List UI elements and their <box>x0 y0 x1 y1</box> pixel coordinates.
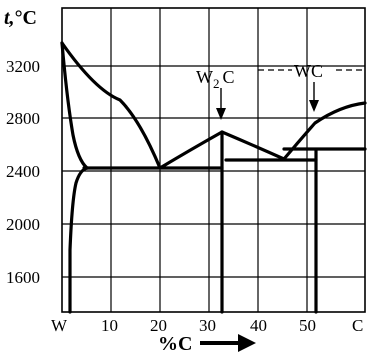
solidus-w-curve <box>60 41 89 170</box>
wc-arrow-icon <box>309 82 319 112</box>
x-tick-30: 30 <box>199 316 216 335</box>
right-arrow-icon <box>200 334 256 352</box>
y-tick-2800: 2800 <box>6 109 40 128</box>
grid <box>62 8 365 312</box>
x-tick-c: C <box>352 316 363 335</box>
y-axis-title-unit: °C <box>15 7 37 29</box>
plot-frame <box>61 7 366 313</box>
w2c-arrow-icon <box>216 88 226 120</box>
solvus-w-curve <box>68 166 89 314</box>
x-tick-20: 20 <box>150 316 167 335</box>
x-axis-title: %C <box>158 333 192 355</box>
y-tick-3200: 3200 <box>6 57 40 76</box>
y-tick-2400: 2400 <box>6 162 40 181</box>
phase-boundaries <box>60 41 367 314</box>
w2c-label-main: W <box>196 67 213 87</box>
w2c-label-sub: 2 <box>213 76 220 91</box>
wc-label: WC <box>294 61 323 81</box>
y-tick-2000: 2000 <box>6 215 40 234</box>
x-tick-40: 40 <box>250 316 267 335</box>
y-tick-1600: 1600 <box>6 268 40 287</box>
w2c-label-tail: C <box>223 67 235 87</box>
liquidus-curve <box>60 41 367 170</box>
x-tick-50: 50 <box>299 316 316 335</box>
w2c-label: W2 C <box>196 67 235 91</box>
y-axis-title-base: t, <box>4 7 15 29</box>
x-tick-w: W <box>51 316 68 335</box>
x-tick-10: 10 <box>101 316 118 335</box>
y-axis-title: t,°C <box>4 7 37 29</box>
